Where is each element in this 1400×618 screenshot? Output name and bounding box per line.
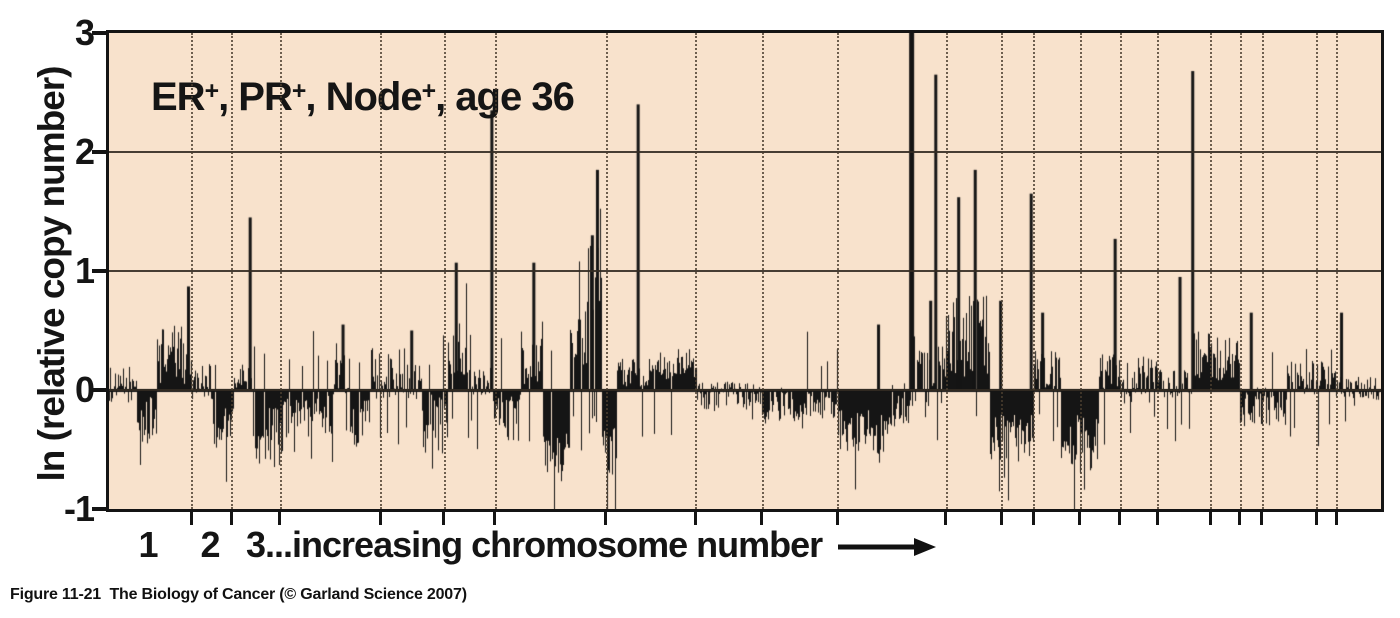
h-gridline — [109, 270, 1381, 272]
y-tick-mark — [92, 507, 107, 511]
x-tick-mark — [999, 512, 1003, 525]
x-tick-mark — [442, 512, 446, 525]
chromosome-boundary-line — [1119, 33, 1122, 509]
chromosome-boundary-line — [1079, 33, 1082, 509]
y-tick-label: 0 — [74, 369, 95, 410]
chromosome-boundary-line — [380, 33, 383, 509]
chromosome-boundary-line — [494, 33, 497, 509]
chromosome-boundary-line — [279, 33, 282, 509]
y-tick-label: 1 — [74, 250, 95, 291]
x-tick-mark — [1031, 512, 1035, 525]
x-tick-mark — [1155, 512, 1159, 525]
x-tick-mark — [278, 512, 282, 525]
y-tick-mark — [92, 269, 107, 273]
x-axis-title-group: 3... increasing chromosome number — [246, 524, 938, 566]
x-tick-mark — [944, 512, 948, 525]
chromosome-boundary-line — [695, 33, 698, 509]
x-tick-mark — [1260, 512, 1264, 525]
x-tick-mark — [835, 512, 839, 525]
x-tick-mark — [1078, 512, 1082, 525]
x-tick-mark — [229, 512, 233, 525]
chromosome-boundary-line — [1210, 33, 1213, 509]
h-gridline — [109, 151, 1381, 153]
chromosome-boundary-line — [443, 33, 446, 509]
chromosome-boundary-line — [605, 33, 608, 509]
chromosome-boundary-line — [1316, 33, 1319, 509]
chromosome-boundary-line — [1336, 33, 1339, 509]
y-tick-label: -1 — [63, 488, 95, 529]
x-tick-mark — [604, 512, 608, 525]
chromosome-label-2: 2 — [200, 524, 220, 565]
x-tick-mark — [1238, 512, 1242, 525]
chromosome-boundary-line — [231, 33, 234, 509]
h-gridline — [109, 389, 1381, 391]
plot-area: ER+, PR+, Node+, age 36 — [106, 30, 1384, 512]
chromosome-boundary-line — [1001, 33, 1004, 509]
x-tick-mark — [1314, 512, 1318, 525]
chromosome-boundary-line — [945, 33, 948, 509]
x-tick-mark — [493, 512, 497, 525]
chromosome-boundary-line — [1157, 33, 1160, 509]
plot-annotation: ER+, PR+, Node+, age 36 — [151, 75, 575, 119]
chromosome-boundary-line — [837, 33, 840, 509]
chromosome-label-3: 3... — [246, 524, 293, 565]
x-tick-mark — [1208, 512, 1212, 525]
x-tick-mark — [378, 512, 382, 525]
y-tick-mark — [92, 388, 107, 392]
chromosome-boundary-line — [761, 33, 764, 509]
y-tick-label: 2 — [74, 131, 95, 172]
chromosome-boundary-line — [1033, 33, 1036, 509]
chromosome-boundary-line — [191, 33, 194, 509]
y-tick-mark — [92, 150, 107, 154]
x-tick-mark — [760, 512, 764, 525]
figure-caption: Figure 11-21 The Biology of Cancer (© Ga… — [10, 586, 467, 603]
x-tick-mark — [189, 512, 193, 525]
y-tick-label: 3 — [74, 12, 95, 53]
chromosome-boundary-line — [1261, 33, 1264, 509]
chromosome-label-1: 1 — [138, 524, 158, 565]
y-tick-mark — [92, 31, 107, 35]
chromosome-boundary-line — [1239, 33, 1242, 509]
x-tick-mark — [1334, 512, 1338, 525]
x-axis-labels: 1 2 3... increasing chromosome number — [0, 524, 1400, 572]
x-axis-title: increasing chromosome number — [292, 524, 823, 565]
right-arrow-icon — [838, 538, 937, 556]
x-tick-mark — [693, 512, 697, 525]
x-tick-mark — [1118, 512, 1122, 525]
